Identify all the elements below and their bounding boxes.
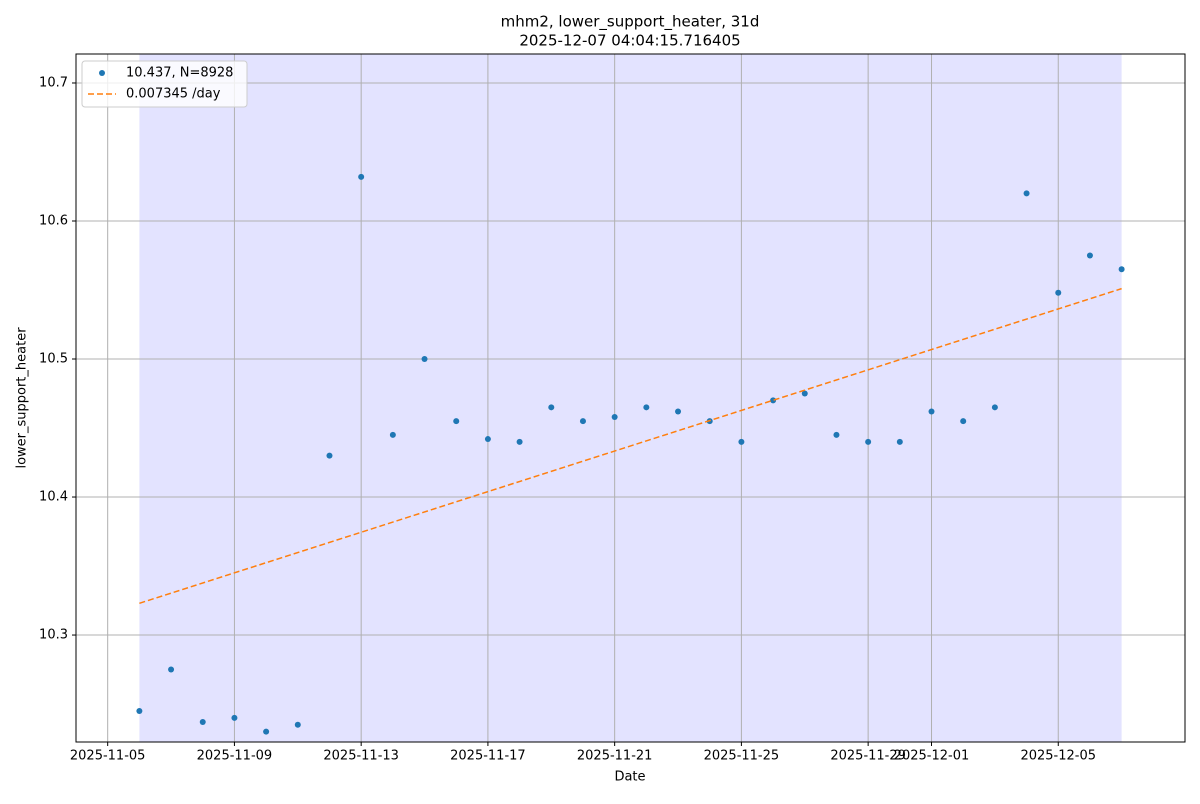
- data-point: [326, 452, 333, 459]
- data-point: [928, 408, 935, 415]
- chart-title: mhm2, lower_support_heater, 31d: [501, 13, 760, 32]
- data-point: [960, 418, 967, 425]
- x-tick-label: 2025-11-05: [70, 749, 146, 764]
- x-tick-label: 2025-11-17: [450, 749, 526, 764]
- data-point: [231, 714, 238, 721]
- data-point: [675, 408, 682, 415]
- x-tick-label: 2025-12-05: [1020, 749, 1096, 764]
- data-point: [168, 666, 175, 673]
- shaded-span: [139, 54, 1122, 742]
- data-point: [833, 431, 840, 438]
- y-tick-label: 10.3: [39, 628, 68, 643]
- data-point: [1023, 190, 1030, 197]
- x-tick-label: 2025-11-13: [323, 749, 399, 764]
- legend-marker: [99, 70, 105, 76]
- data-point: [389, 431, 396, 438]
- data-point: [611, 413, 618, 420]
- y-tick-label: 10.7: [39, 75, 68, 90]
- data-point: [738, 438, 745, 445]
- data-point: [1086, 252, 1093, 259]
- data-point: [516, 438, 523, 445]
- y-tick-label: 10.4: [39, 490, 68, 505]
- data-point: [421, 356, 428, 363]
- legend-label: 0.007345 /day: [126, 87, 221, 102]
- data-point: [801, 390, 808, 397]
- data-point: [643, 404, 650, 411]
- data-point: [136, 707, 143, 714]
- x-tick-label: 2025-11-29: [830, 749, 906, 764]
- y-tick-label: 10.5: [39, 352, 68, 367]
- legend: 10.437, N=8928 0.007345 /day: [81, 60, 248, 108]
- trend-line: [139, 287, 1122, 605]
- data-point: [770, 397, 777, 404]
- data-point: [1118, 266, 1125, 273]
- data-point: [263, 728, 270, 735]
- legend-label: 10.437, N=8928: [126, 66, 233, 81]
- x-tick-label: 2025-12-01: [894, 749, 970, 764]
- data-point: [1055, 289, 1062, 296]
- data-point: [453, 418, 460, 425]
- chart-subtitle: 2025-12-07 04:04:15.716405: [519, 32, 740, 50]
- data-point: [484, 436, 491, 443]
- x-tick-label: 2025-11-21: [577, 749, 653, 764]
- data-point: [199, 718, 206, 725]
- data-point: [991, 404, 998, 411]
- data-point: [548, 404, 555, 411]
- plot-frame: [75, 53, 1186, 743]
- data-point: [896, 438, 903, 445]
- legend-box: [81, 60, 248, 108]
- data-point: [579, 418, 586, 425]
- data-point: [358, 173, 365, 180]
- y-tick-label: 10.6: [39, 213, 68, 228]
- x-axis-label: Date: [614, 770, 645, 785]
- x-tick-label: 2025-11-25: [704, 749, 780, 764]
- data-point: [865, 438, 872, 445]
- data-point: [294, 721, 301, 728]
- x-tick-label: 2025-11-09: [197, 749, 273, 764]
- y-axis-label: lower_support_heater: [15, 327, 30, 469]
